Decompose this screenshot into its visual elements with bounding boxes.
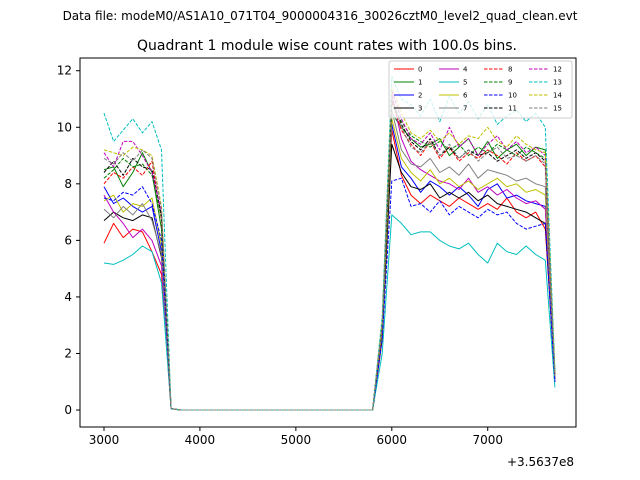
plot-lines (103, 75, 556, 411)
x-tick-label: 5000 (281, 433, 312, 447)
legend-label-10: 10 (508, 92, 517, 100)
series-line-1 (103, 112, 556, 411)
series-line-9 (103, 104, 556, 411)
series-line-11 (103, 98, 556, 411)
chart-suptitle: Data file: modeM0/AS1A10_071T04_90000043… (63, 9, 578, 23)
series-line-5 (103, 214, 556, 411)
legend-label-12: 12 (553, 66, 562, 74)
y-tick-label: 0 (64, 403, 72, 417)
y-tick-label: 10 (57, 120, 72, 134)
legend-label-6: 6 (463, 92, 468, 100)
y-tick-label: 12 (57, 64, 72, 78)
legend-label-7: 7 (463, 105, 467, 113)
series-line-14 (103, 87, 556, 411)
x-tick-label: 7000 (472, 433, 503, 447)
chart-title: Quadrant 1 module wise count rates with … (137, 38, 517, 54)
series-line-0 (103, 129, 556, 411)
legend-label-11: 11 (508, 105, 517, 113)
legend-box (388, 60, 573, 119)
series-line-7 (103, 109, 556, 411)
series-line-6 (103, 118, 556, 411)
series-line-15 (103, 95, 556, 411)
plot-area-frame (79, 57, 577, 428)
series-line-13 (103, 75, 556, 411)
series-line-12 (103, 90, 556, 411)
legend-label-5: 5 (463, 79, 467, 87)
x-tick-label: 6000 (377, 433, 408, 447)
series-line-8 (103, 101, 556, 411)
legend-label-4: 4 (463, 66, 468, 74)
legend-label-3: 3 (418, 105, 422, 113)
series-line-10 (103, 177, 556, 411)
legend-label-13: 13 (553, 79, 562, 87)
series-line-4 (103, 92, 556, 411)
y-tick-label: 2 (64, 346, 72, 360)
legend-label-8: 8 (508, 66, 512, 74)
y-tick-label: 4 (64, 290, 72, 304)
x-tick-label: 3000 (89, 433, 120, 447)
legend-label-15: 15 (553, 105, 562, 113)
legend-label-1: 1 (418, 79, 422, 87)
legend-label-14: 14 (553, 92, 562, 100)
y-tick-label: 8 (64, 177, 72, 191)
x-tick-label: 4000 (185, 433, 216, 447)
legend-label-9: 9 (508, 79, 512, 87)
y-tick-label: 6 (64, 233, 72, 247)
x-axis-offset-label: +3.5637e8 (507, 455, 574, 469)
series-line-2 (103, 123, 556, 411)
legend-label-0: 0 (418, 66, 422, 74)
legend-label-2: 2 (418, 92, 422, 100)
